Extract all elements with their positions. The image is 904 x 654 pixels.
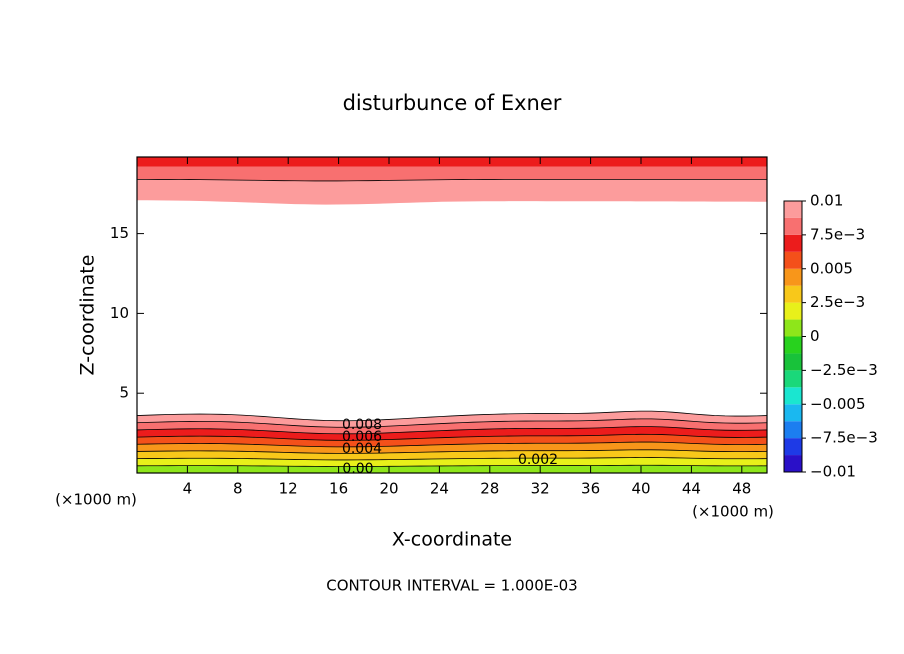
contour-line	[136, 464, 768, 467]
colorbar-segment	[784, 387, 802, 405]
chart-title: disturbunce of Exner	[343, 91, 562, 115]
contour-label: 0.004	[342, 441, 382, 457]
contour-line	[136, 449, 768, 454]
colorbar-segment	[784, 201, 802, 218]
contour-line	[136, 418, 768, 428]
colorbar-tick-label: −2.5e−3	[810, 361, 878, 379]
x-axis-label: X-coordinate	[392, 529, 512, 551]
contour-band	[137, 166, 767, 181]
contour-band	[137, 418, 767, 434]
colorbar-tick-label: −0.005	[810, 395, 866, 413]
contour-line	[136, 178, 767, 182]
x-tick-label: 28	[480, 480, 499, 498]
colorbar-tick-label: 0.005	[810, 259, 853, 277]
contour-band	[137, 442, 767, 454]
colorbar-segment	[784, 438, 802, 456]
x-tick-label: 36	[581, 480, 600, 498]
contour-line	[136, 441, 768, 448]
colorbar-segment	[784, 353, 802, 371]
colorbar-segment	[784, 421, 802, 439]
x-tick-label: 4	[183, 480, 193, 498]
colorbar-segment	[784, 217, 802, 235]
x-tick-label: 20	[379, 480, 398, 498]
x-tick-label: 12	[279, 480, 298, 498]
colorbar-tick-label: 0	[810, 327, 820, 345]
footnote: CONTOUR INTERVAL = 1.000E-03	[326, 577, 577, 595]
x-tick-label: 8	[233, 480, 243, 498]
contour-band	[137, 411, 767, 428]
colorbar-segment	[784, 404, 802, 422]
colorbar-tick-label: 0.01	[810, 192, 843, 210]
contour-label: 0.00	[342, 461, 373, 477]
contour-band	[137, 449, 767, 460]
x-unit-label: (×1000 m)	[55, 491, 137, 509]
colorbar-segment	[784, 336, 802, 354]
contour-line	[136, 410, 768, 422]
colorbar-tick-label: −0.01	[810, 463, 856, 481]
contour-line	[136, 426, 768, 435]
x-unit-label: (×1000 m)	[692, 503, 774, 521]
contour-band	[137, 465, 767, 473]
contour-line	[136, 433, 768, 441]
x-tick-label: 44	[682, 480, 701, 498]
contour-line	[136, 457, 768, 461]
colorbar-tick-label: −7.5e−3	[810, 429, 878, 447]
contour-label: 0.002	[518, 452, 558, 468]
colorbar-segment	[784, 234, 802, 252]
y-tick-label: 10	[110, 304, 129, 322]
contour-band	[137, 426, 767, 441]
x-tick-label: 48	[732, 480, 751, 498]
colorbar-segment	[784, 285, 802, 303]
x-tick-label: 40	[631, 480, 650, 498]
colorbar-segment	[784, 251, 802, 269]
colorbar-segment	[784, 319, 802, 337]
contour-band	[137, 179, 767, 205]
colorbar-segment	[784, 370, 802, 388]
plot-frame	[136, 156, 768, 474]
colorbar-segment	[784, 268, 802, 286]
colorbar-tick-label: 2.5e−3	[810, 293, 865, 311]
x-tick-label: 16	[329, 480, 348, 498]
y-axis-label: Z-coordinate	[77, 255, 99, 376]
contour-label: 0.006	[342, 429, 382, 445]
colorbar-segment	[784, 455, 802, 472]
x-tick-label: 32	[531, 480, 550, 498]
y-tick-label: 5	[119, 384, 129, 402]
contour-label: 0.008	[342, 417, 382, 433]
contour-band	[137, 434, 767, 447]
colorbar-segment	[784, 302, 802, 320]
colorbar-tick-label: 7.5e−3	[810, 225, 865, 243]
y-tick-label: 15	[110, 224, 129, 242]
x-tick-label: 24	[430, 480, 449, 498]
contour-band	[137, 157, 767, 167]
